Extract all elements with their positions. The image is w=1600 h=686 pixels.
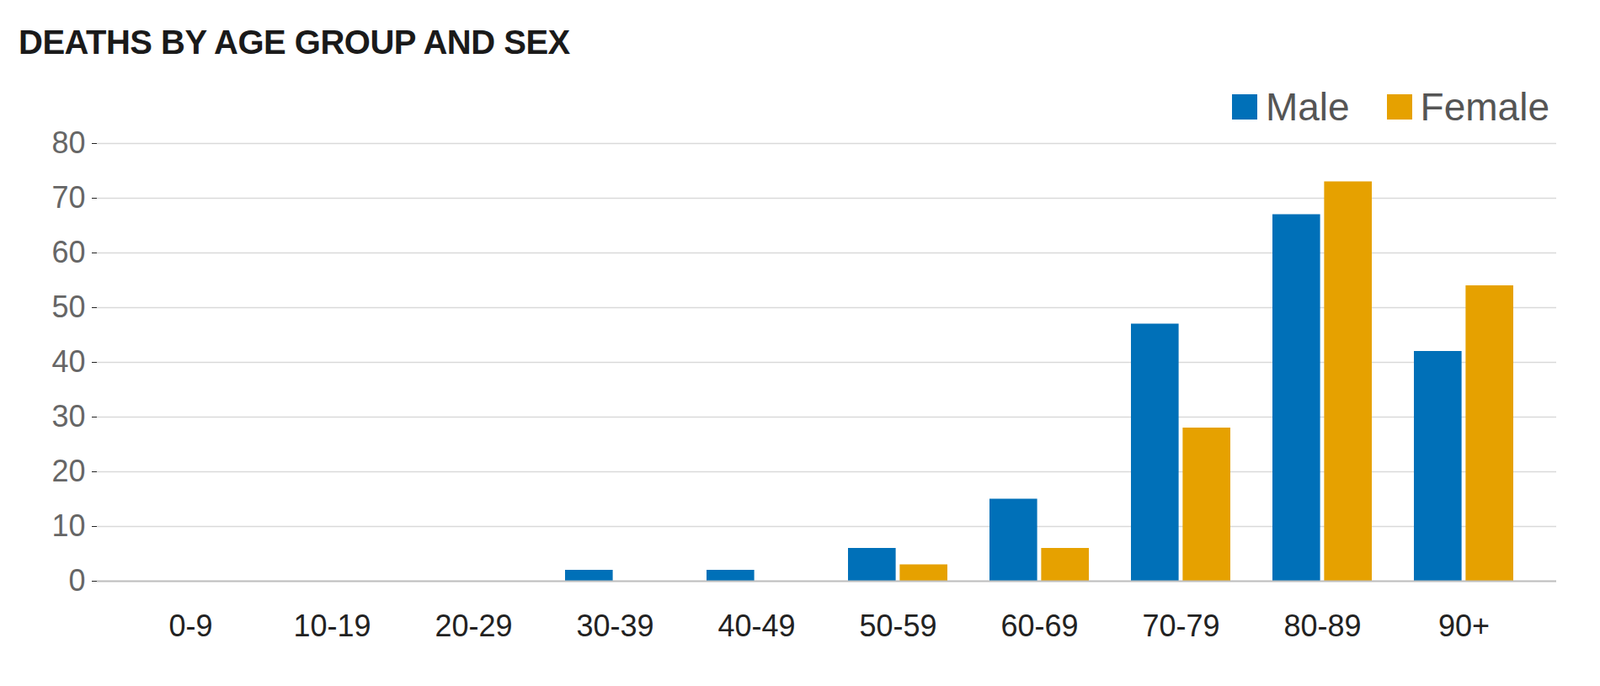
svg-text:60: 60	[51, 234, 86, 270]
svg-text:30-39: 30-39	[576, 608, 654, 644]
html-text:Female: Female	[1420, 85, 1550, 129]
svg-text:50-59: 50-59	[858, 608, 937, 644]
svg-text:10-19: 10-19	[293, 608, 371, 644]
svg-text:10: 10	[51, 508, 86, 544]
svg-text:50: 50	[51, 289, 86, 325]
svg-text:60-69: 60-69	[1000, 608, 1078, 644]
svg-text:80: 80	[51, 125, 86, 160]
svg-text:40-49: 40-49	[717, 608, 795, 644]
svg-text:0-9: 0-9	[168, 608, 213, 644]
html-text:Male: Male	[1265, 85, 1350, 129]
svg-text:20: 20	[51, 453, 86, 489]
svg-text:90+: 90+	[1438, 608, 1490, 644]
svg-text:0: 0	[68, 563, 86, 598]
svg-text:70-79: 70-79	[1141, 608, 1220, 644]
svg-text:30: 30	[51, 399, 86, 434]
html-text:DEATHS BY AGE GROUP AND SEX: DEATHS BY AGE GROUP AND SEX	[18, 23, 570, 61]
svg-text:40: 40	[51, 344, 86, 379]
svg-text:70: 70	[51, 180, 86, 215]
svg-text:80-89: 80-89	[1283, 608, 1361, 644]
svg-text:20-29: 20-29	[434, 608, 512, 644]
